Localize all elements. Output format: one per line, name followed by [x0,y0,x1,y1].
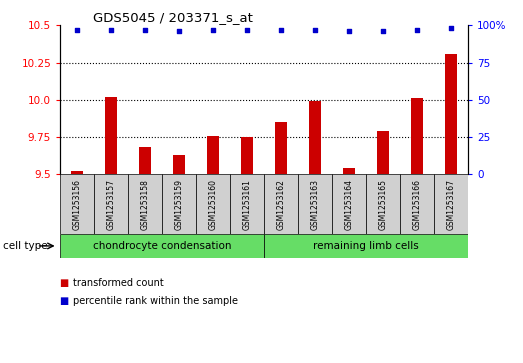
Bar [196,174,230,234]
Text: GSM1253165: GSM1253165 [379,179,388,230]
Bar [128,174,162,234]
Bar [105,97,117,174]
Text: GSM1253164: GSM1253164 [345,179,354,230]
Bar [298,174,332,234]
Bar [309,101,321,174]
Text: GSM1253163: GSM1253163 [311,179,320,230]
Text: chondrocyte condensation: chondrocyte condensation [93,241,231,251]
Bar [332,174,366,234]
Bar [60,174,94,234]
Point [141,27,150,33]
Text: GSM1253160: GSM1253160 [209,179,218,230]
Point [107,27,116,33]
Bar [264,234,468,258]
Bar [264,174,298,234]
Bar [139,147,151,174]
Text: GSM1253156: GSM1253156 [73,179,82,230]
Text: transformed count: transformed count [73,278,164,288]
Bar [411,98,423,174]
Text: GDS5045 / 203371_s_at: GDS5045 / 203371_s_at [93,11,253,24]
Point [209,27,218,33]
Text: GSM1253157: GSM1253157 [107,179,116,230]
Text: ■: ■ [60,296,73,306]
Point [243,27,252,33]
Point [73,27,82,33]
Text: GSM1253166: GSM1253166 [413,179,422,230]
Text: percentile rank within the sample: percentile rank within the sample [73,296,238,306]
Bar [275,122,287,174]
Text: ■: ■ [60,278,73,288]
Point [311,27,320,33]
Text: GSM1253167: GSM1253167 [447,179,456,230]
Text: GSM1253162: GSM1253162 [277,179,286,230]
Bar [445,54,457,174]
Bar [94,174,128,234]
Bar [230,174,264,234]
Bar [162,174,196,234]
Point [379,28,388,34]
Text: GSM1253161: GSM1253161 [243,179,252,230]
Point [413,27,422,33]
Point [345,28,354,34]
Text: cell type: cell type [3,241,47,251]
Bar [207,135,219,174]
Bar [71,171,83,174]
Bar [343,168,355,174]
Point [277,27,286,33]
Bar [400,174,434,234]
Bar [434,174,468,234]
Bar [366,174,400,234]
Text: remaining limb cells: remaining limb cells [313,241,419,251]
Bar [241,137,253,174]
Text: GSM1253159: GSM1253159 [175,179,184,230]
Point [175,28,184,34]
Bar [173,155,185,174]
Bar [60,234,264,258]
Point [447,25,456,31]
Bar [377,131,389,174]
Text: GSM1253158: GSM1253158 [141,179,150,230]
